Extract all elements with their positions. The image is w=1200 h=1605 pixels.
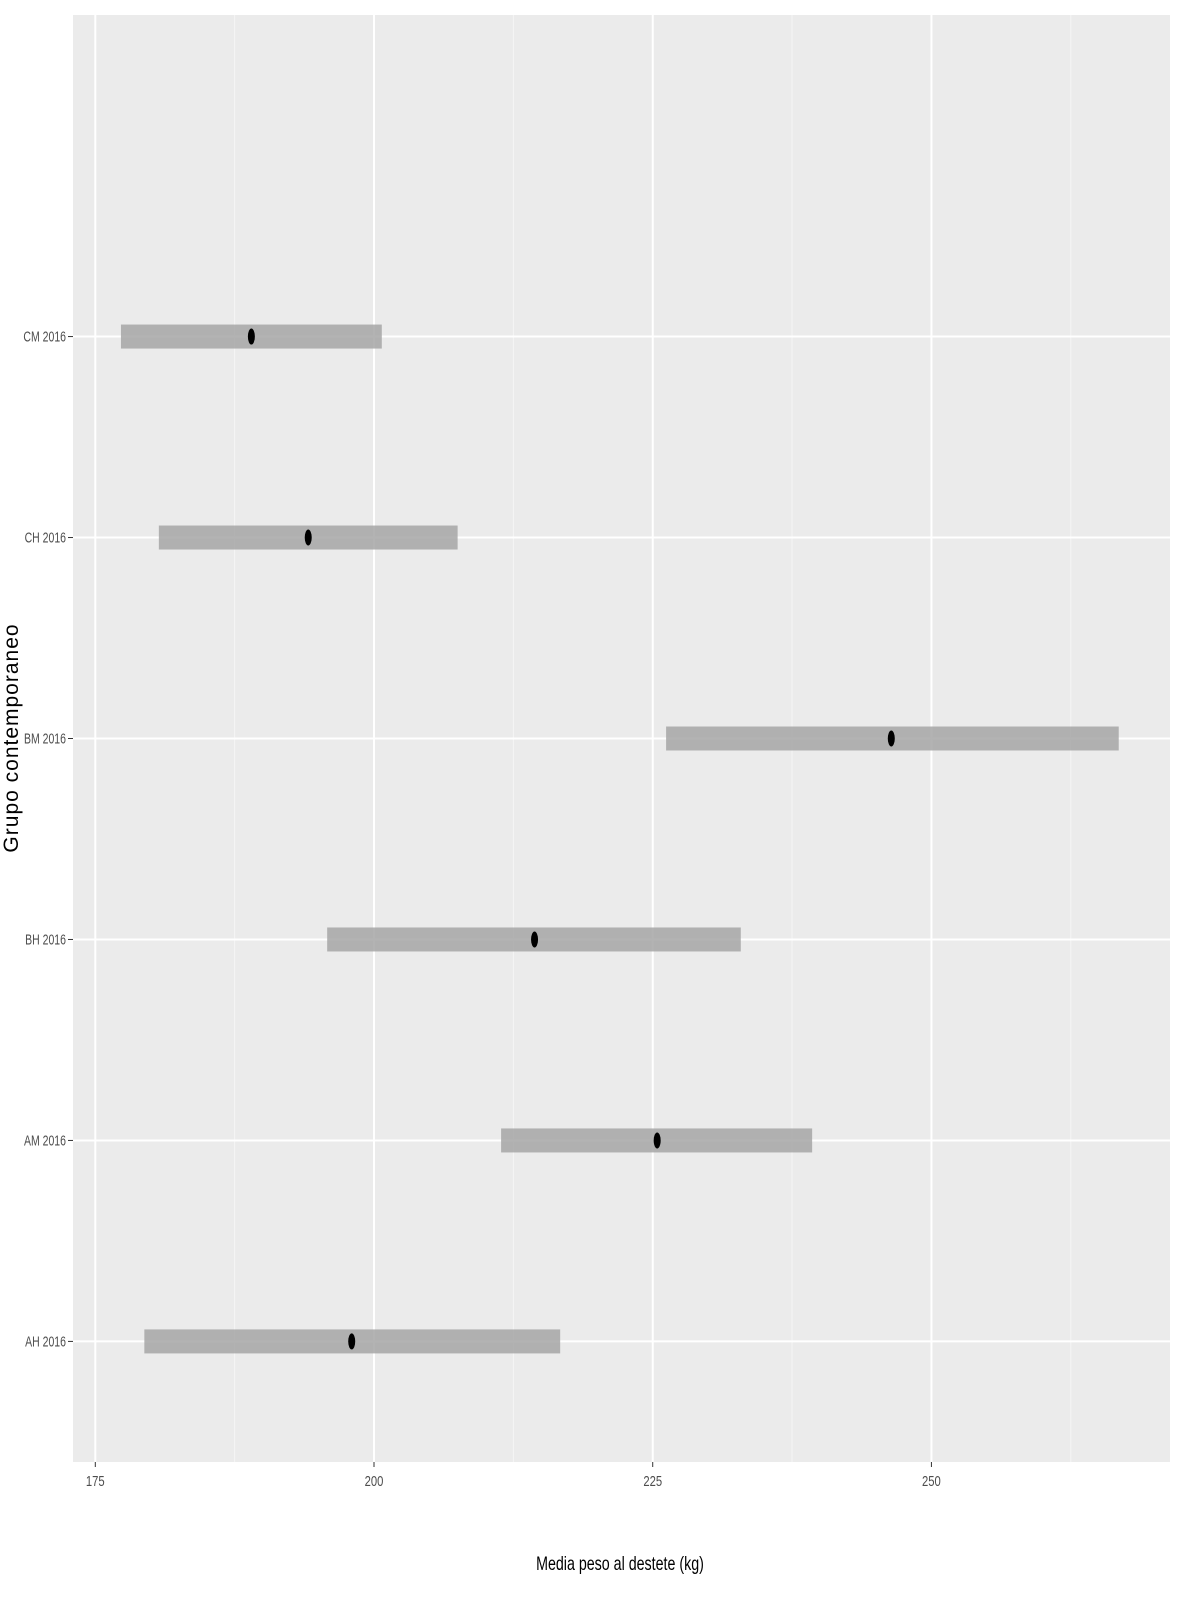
mean-point [247,328,255,345]
y-tick-label: CH 2016 [25,529,66,546]
x-tick-label: 175 [86,1472,105,1489]
y-tick-label: AM 2016 [24,1132,66,1149]
x-tick-label: 200 [365,1472,384,1489]
mean-point [348,1333,356,1350]
y-axis-title: Grupo contemporaneo [0,623,23,852]
mean-point [531,931,539,948]
mean-point [304,529,312,546]
x-tick-label: 250 [922,1472,941,1489]
x-axis-title: Media peso al destete (kg) [536,1553,704,1574]
mean-point [887,730,895,747]
y-tick-label: AH 2016 [25,1333,66,1350]
y-tick-label: BH 2016 [25,931,66,948]
mean-point [653,1132,661,1149]
x-tick-label: 225 [643,1472,662,1489]
y-tick-label: BM 2016 [24,730,66,747]
y-tick-label: CM 2016 [23,328,66,345]
